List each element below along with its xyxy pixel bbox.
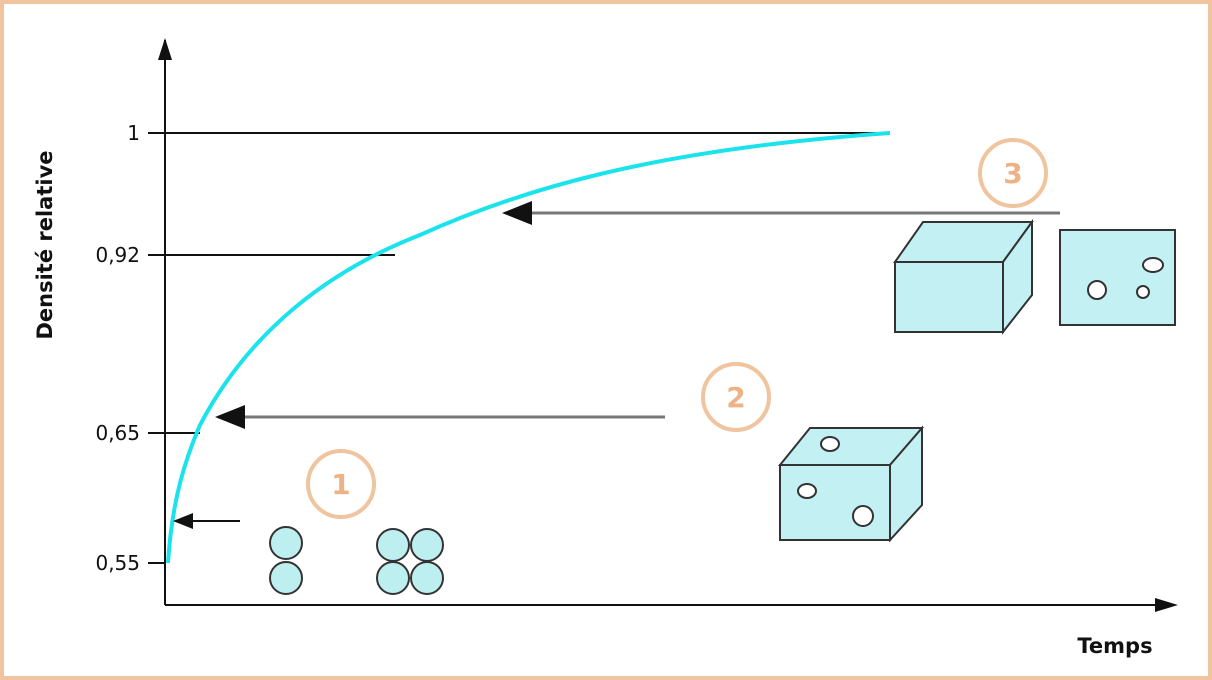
cube-stage-2 [777, 425, 925, 543]
y-tick-label: 0,92 [95, 243, 140, 267]
y-tick-label: 0,55 [95, 551, 140, 575]
y-arrow [158, 38, 172, 60]
density-curve [166, 131, 891, 564]
tick-lines [148, 132, 890, 564]
stage-label: 1 [331, 468, 350, 501]
x-axis-label: Temps [1077, 634, 1152, 658]
y-tick-label: 1 [127, 121, 140, 145]
y-tick-label: 0,65 [95, 421, 140, 445]
stage-label: 2 [726, 381, 745, 414]
stage-badge [978, 138, 1048, 208]
x-arrow [1155, 598, 1178, 612]
stage-label: 3 [1003, 157, 1022, 190]
y-axis-label: Densité relative [33, 150, 57, 339]
stage-badge [306, 449, 376, 519]
particles [269, 526, 444, 595]
cube-stage-3 [893, 218, 1176, 335]
stage-badge [701, 362, 771, 432]
